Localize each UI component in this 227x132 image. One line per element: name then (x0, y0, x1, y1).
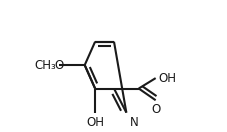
Text: OH: OH (158, 72, 175, 85)
Text: O: O (54, 59, 63, 72)
Text: O: O (150, 103, 160, 117)
Text: N: N (129, 116, 138, 129)
Text: OH: OH (86, 116, 104, 129)
Text: CH₃: CH₃ (35, 59, 56, 72)
